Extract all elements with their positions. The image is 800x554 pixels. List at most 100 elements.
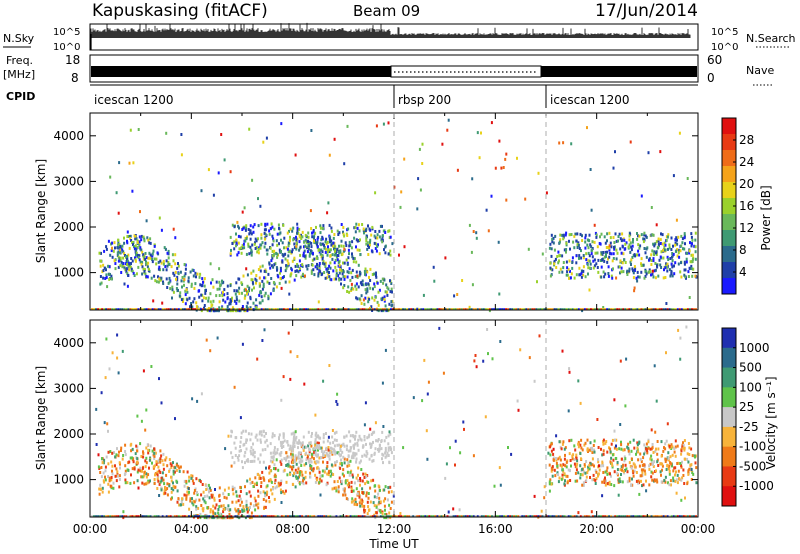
echo-cell — [314, 473, 317, 477]
echo-cell — [547, 515, 550, 518]
echo-cell — [187, 515, 190, 518]
echo-cell — [264, 491, 267, 495]
colorbar-cell — [722, 262, 736, 279]
echo-cell — [202, 308, 205, 311]
echo-cell — [115, 479, 118, 483]
echo-cell — [379, 224, 382, 228]
echo-cell — [338, 271, 341, 275]
echo-cell — [194, 308, 197, 311]
echo-cell — [241, 244, 244, 248]
echo-cell — [362, 298, 365, 302]
echo-cell — [145, 456, 148, 460]
echo-cell — [686, 452, 689, 456]
echo-cell — [129, 265, 132, 269]
echo-cell — [258, 474, 261, 478]
echo-cell — [319, 477, 322, 481]
echo-cell — [557, 473, 560, 476]
echo-cell — [357, 515, 360, 518]
echo-cell — [650, 253, 653, 257]
echo-cell — [480, 308, 483, 311]
echo-cell — [655, 223, 658, 227]
echo-cell — [674, 454, 677, 458]
echo-cell — [237, 251, 240, 255]
echo-cell — [370, 432, 373, 436]
echo-cell — [195, 275, 197, 279]
echo-cell — [239, 445, 242, 449]
echo-cell — [389, 507, 392, 510]
echo-cell — [623, 238, 626, 242]
echo-cell — [257, 506, 260, 510]
echo-cell — [294, 485, 297, 489]
echo-cell — [119, 256, 122, 260]
echo-cell — [578, 273, 581, 277]
echo-cell — [653, 250, 656, 254]
echo-cell — [270, 308, 273, 311]
echo-cell — [287, 443, 290, 447]
echo-cell — [333, 448, 336, 452]
echo-cell — [335, 438, 338, 442]
echo-cell — [557, 250, 560, 254]
echo-cell — [360, 502, 363, 506]
echo-cell — [358, 297, 361, 301]
echo-cell — [578, 266, 581, 270]
echo-cell — [99, 264, 102, 268]
echo-cell — [297, 467, 300, 471]
echo-cell — [261, 448, 264, 452]
echo-cell — [117, 211, 120, 215]
echo-cell — [686, 457, 689, 461]
echo-cell — [657, 464, 660, 467]
echo-cell — [367, 496, 370, 500]
echo-cell — [557, 308, 560, 311]
echo-cell — [598, 308, 601, 311]
echo-cell — [636, 270, 639, 274]
echo-cell — [277, 275, 280, 279]
echo-cell — [577, 379, 580, 383]
echo-cell — [354, 453, 357, 457]
echo-cell — [343, 515, 346, 518]
echo-cell — [337, 264, 340, 268]
echo-cell — [107, 308, 110, 311]
echo-cell — [314, 451, 317, 455]
echo-cell — [209, 508, 212, 512]
echo-cell — [280, 250, 282, 253]
echo-cell — [253, 496, 256, 500]
echo-cell — [488, 309, 491, 313]
echo-cell — [295, 476, 298, 480]
echo-cell — [579, 308, 582, 311]
echo-cell — [111, 469, 113, 473]
echo-cell — [509, 515, 512, 518]
echo-cell — [212, 516, 215, 520]
echo-cell — [356, 239, 359, 243]
echo-cell — [211, 493, 214, 497]
echo-cell — [677, 461, 680, 465]
echo-cell — [319, 493, 322, 497]
echo-cell — [652, 257, 655, 261]
echo-cell — [320, 243, 323, 247]
echo-cell — [280, 479, 283, 483]
echo-cell — [390, 300, 393, 304]
echo-cell — [212, 285, 215, 289]
echo-cell — [185, 308, 188, 311]
echo-cell — [116, 356, 119, 360]
echo-cell — [294, 468, 297, 472]
echo-cell — [203, 516, 206, 520]
echo-cell — [365, 239, 368, 243]
echo-cell — [581, 473, 584, 477]
echo-cell — [326, 276, 329, 280]
echo-cell — [323, 470, 326, 474]
echo-cell — [330, 446, 332, 450]
echo-cell — [363, 504, 366, 508]
echo-cell — [462, 515, 465, 518]
echo-cell — [671, 254, 674, 258]
echo-cell — [389, 253, 392, 257]
echo-cell — [692, 267, 695, 271]
echo-cell — [292, 226, 295, 230]
echo-cell — [624, 457, 627, 461]
echo-cell — [665, 439, 668, 443]
echo-cell — [414, 515, 417, 518]
echo-cell — [671, 445, 674, 449]
echo-cell — [593, 223, 596, 227]
echo-cell — [208, 516, 211, 520]
echo-cell — [231, 500, 234, 504]
echo-cell — [109, 253, 112, 257]
